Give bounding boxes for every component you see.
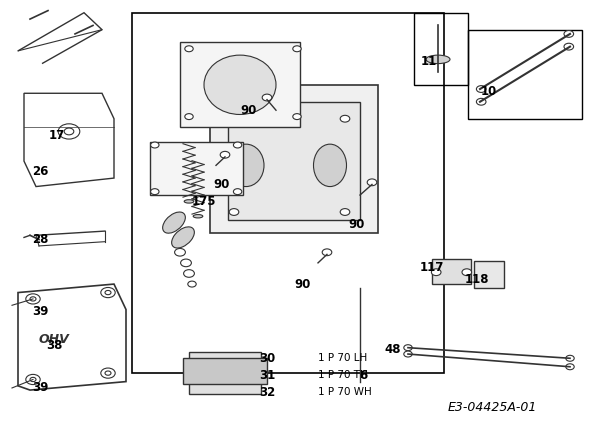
Circle shape xyxy=(367,179,377,186)
Circle shape xyxy=(58,124,80,139)
Circle shape xyxy=(101,287,115,298)
Text: E3-04425A-01: E3-04425A-01 xyxy=(448,401,536,413)
Text: 39: 39 xyxy=(32,382,49,394)
Ellipse shape xyxy=(228,144,264,187)
Text: 11: 11 xyxy=(421,55,437,68)
Circle shape xyxy=(188,281,196,287)
Circle shape xyxy=(26,294,40,304)
Text: 32: 32 xyxy=(259,386,275,399)
Ellipse shape xyxy=(204,55,276,114)
Text: 90: 90 xyxy=(295,278,311,290)
Bar xyxy=(432,259,471,284)
Circle shape xyxy=(229,209,239,215)
Bar xyxy=(150,142,243,195)
Bar xyxy=(180,42,300,127)
Circle shape xyxy=(220,151,230,158)
Bar xyxy=(414,13,468,85)
Text: 39: 39 xyxy=(32,305,49,318)
Bar xyxy=(189,352,261,394)
Bar xyxy=(468,30,582,119)
Circle shape xyxy=(151,142,159,148)
Circle shape xyxy=(30,377,36,382)
Text: 117: 117 xyxy=(420,261,444,273)
Circle shape xyxy=(185,114,193,120)
Text: 1 P 70 LH: 1 P 70 LH xyxy=(318,353,367,363)
Text: 175: 175 xyxy=(192,195,216,208)
Text: 26: 26 xyxy=(32,165,49,178)
Circle shape xyxy=(293,114,301,120)
Text: 6: 6 xyxy=(359,369,367,382)
Circle shape xyxy=(185,46,193,52)
Text: 1 P 70 WH: 1 P 70 WH xyxy=(318,387,372,397)
Text: 28: 28 xyxy=(32,233,49,246)
Ellipse shape xyxy=(197,357,235,385)
Text: 10: 10 xyxy=(481,85,497,98)
Text: 118: 118 xyxy=(465,273,489,286)
Circle shape xyxy=(181,259,191,267)
Circle shape xyxy=(462,269,472,276)
Ellipse shape xyxy=(184,142,194,146)
Ellipse shape xyxy=(193,215,203,218)
Text: 48: 48 xyxy=(385,343,401,356)
Ellipse shape xyxy=(426,55,450,64)
Circle shape xyxy=(404,345,412,351)
Circle shape xyxy=(564,43,574,50)
Circle shape xyxy=(340,115,350,122)
Bar xyxy=(474,261,504,288)
Circle shape xyxy=(151,189,159,195)
Ellipse shape xyxy=(193,159,203,163)
Circle shape xyxy=(233,189,242,195)
Text: 90: 90 xyxy=(349,218,365,231)
Circle shape xyxy=(233,142,242,148)
Circle shape xyxy=(101,368,115,378)
Circle shape xyxy=(105,371,111,375)
Circle shape xyxy=(564,31,574,37)
Text: 90: 90 xyxy=(214,178,230,191)
Circle shape xyxy=(184,270,194,277)
Circle shape xyxy=(340,209,350,215)
Circle shape xyxy=(566,355,574,361)
Circle shape xyxy=(262,94,272,101)
Bar xyxy=(228,102,360,220)
Ellipse shape xyxy=(163,212,185,233)
Circle shape xyxy=(404,351,412,357)
Text: 38: 38 xyxy=(46,339,62,352)
Circle shape xyxy=(566,364,574,370)
Text: 1 P 70 TH: 1 P 70 TH xyxy=(318,370,368,380)
Circle shape xyxy=(476,86,486,92)
Bar xyxy=(132,13,444,373)
Text: 31: 31 xyxy=(259,369,275,382)
Circle shape xyxy=(322,249,332,256)
Text: OHV: OHV xyxy=(38,333,70,346)
Ellipse shape xyxy=(184,200,194,203)
Bar xyxy=(183,358,267,384)
Text: 30: 30 xyxy=(259,352,275,365)
Text: 90: 90 xyxy=(241,104,257,117)
Circle shape xyxy=(229,115,239,122)
Circle shape xyxy=(64,128,74,135)
Ellipse shape xyxy=(172,227,194,248)
Circle shape xyxy=(476,98,486,105)
Text: 17: 17 xyxy=(49,129,65,142)
Circle shape xyxy=(431,269,441,276)
Bar xyxy=(210,85,378,233)
Circle shape xyxy=(105,290,111,295)
Circle shape xyxy=(175,248,185,256)
Ellipse shape xyxy=(314,144,347,187)
Circle shape xyxy=(30,297,36,301)
Circle shape xyxy=(26,374,40,385)
Circle shape xyxy=(293,46,301,52)
